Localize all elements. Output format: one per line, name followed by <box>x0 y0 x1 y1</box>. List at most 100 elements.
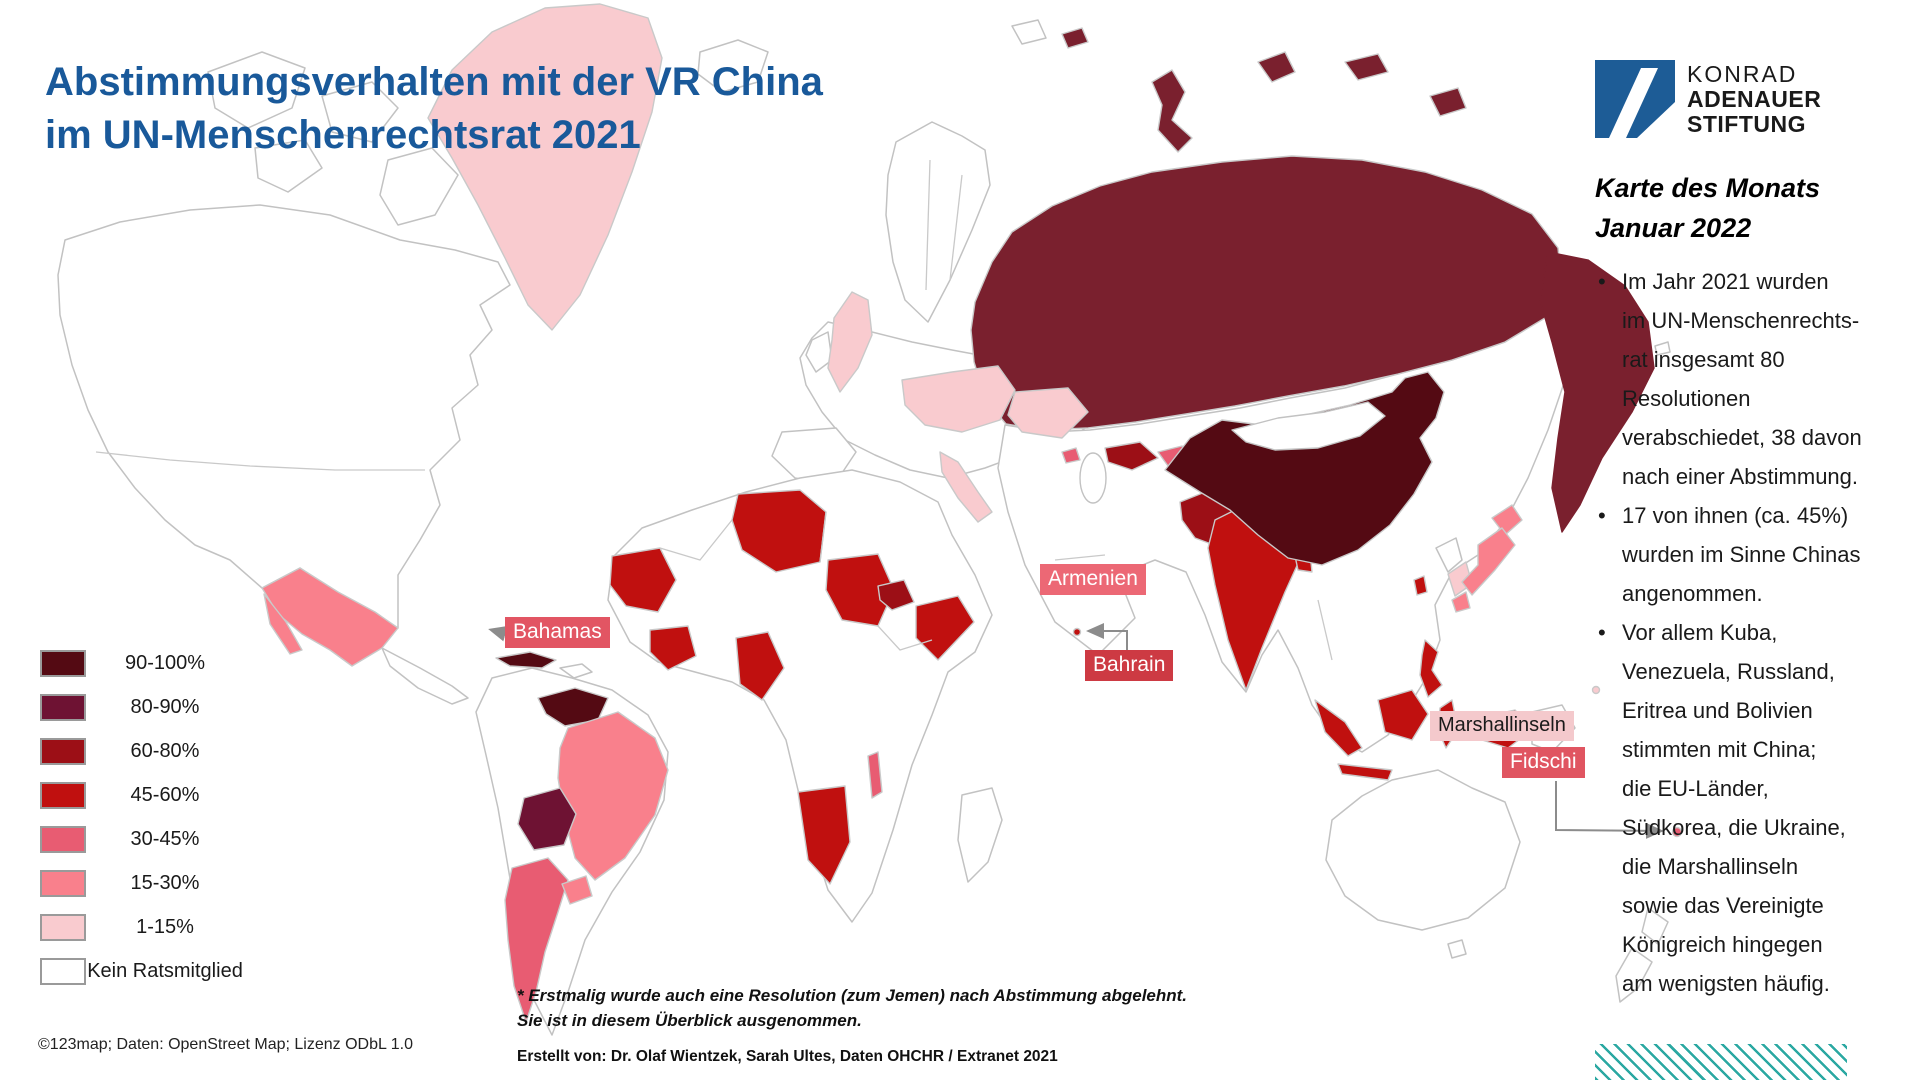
legend-swatch <box>40 957 86 985</box>
legend-label: Kein Ratsmitglied <box>87 959 243 982</box>
country-ukraine <box>1007 387 1089 439</box>
country-bahrain <box>1072 627 1082 637</box>
sidebar-heading-line-2: Januar 2022 <box>1595 213 1752 243</box>
legend-row: 90-100% <box>40 649 244 677</box>
country-armenia <box>1061 447 1081 464</box>
kas-logo-text: KONRAD ADENAUER STIFTUNG <box>1687 62 1821 137</box>
footnote-line-2: Sie ist in diesem Überblick ausgenommen. <box>517 1011 862 1030</box>
logo-line-1: KONRAD <box>1687 61 1798 87</box>
country-novaya-zemlya <box>1151 69 1193 153</box>
country-argentina <box>504 857 569 1023</box>
country-cameroon-gabon <box>735 631 785 701</box>
country-cuba <box>495 651 557 669</box>
country-arctic-canada <box>321 81 399 143</box>
legend-label: 30-45% <box>130 827 200 850</box>
map-copyright: ©123map; Daten: OpenStreet Map; Lizenz O… <box>38 1036 413 1053</box>
border-ethiopia <box>877 625 933 651</box>
kas-logo: KONRAD ADENAUER STIFTUNG <box>1595 60 1890 138</box>
page-title: Abstimmungsverhalten mit der VR China im… <box>45 56 823 162</box>
map-label-fidschi: Fidschi <box>1502 747 1585 779</box>
sidebar-bullet-item: Im Jahr 2021 wurden im UN-Menschenrechts… <box>1595 262 1880 496</box>
sidebar-heading-line-1: Karte des Monats <box>1595 173 1821 203</box>
legend-label: 60-80% <box>130 739 200 762</box>
legend-label: 15-30% <box>130 871 200 894</box>
country-japan-honshu <box>1461 527 1516 596</box>
border-sweden-finland <box>949 174 963 281</box>
country-brazil <box>557 711 669 881</box>
sidebar-bullet-list: Im Jahr 2021 wurden im UN-Menschenrechts… <box>1595 262 1880 1003</box>
country-cote-divoire <box>649 625 697 671</box>
country-tasmania <box>1447 939 1467 959</box>
country-malawi <box>867 751 883 799</box>
legend-row: 30-45% <box>40 825 244 853</box>
map-label-armenien: Armenien <box>1040 564 1146 596</box>
sidebar-bullet-text: Vor allem Kuba, Venezuela, Russland, Eri… <box>1622 620 1846 996</box>
country-borneo <box>1377 689 1429 741</box>
credit-line: Erstellt von: Dr. Olaf Wientzek, Sarah U… <box>517 1048 1058 1065</box>
country-philippines <box>1419 639 1443 698</box>
sidebar-bullet-item: 17 von ihnen (ca. 45%) wurden im Sinne C… <box>1595 496 1880 613</box>
border-norway-sweden <box>925 159 931 291</box>
legend-label: 80-90% <box>130 695 200 718</box>
legend-swatch <box>40 913 86 941</box>
country-italy <box>939 451 993 523</box>
country-arctic-canada <box>207 51 306 129</box>
country-arctic-canada <box>379 147 459 226</box>
country-uk <box>827 291 873 393</box>
bahamas-arrow <box>488 625 508 642</box>
bahrain-arrow <box>1086 623 1128 652</box>
country-franz-josef <box>1061 27 1089 49</box>
legend-row: 1-15% <box>40 913 244 941</box>
map-label-marshallinseln: Marshallinseln <box>1430 711 1574 741</box>
logo-line-3: STIFTUNG <box>1687 111 1806 137</box>
border-algeria <box>659 519 733 561</box>
footnote: * Erstmalig wurde auch eine Resolution (… <box>517 983 1187 1033</box>
country-ireland <box>805 331 833 373</box>
country-namibia <box>797 785 851 885</box>
country-north-america <box>57 204 511 629</box>
country-mongolia <box>1231 401 1386 451</box>
country-central-america <box>381 647 469 705</box>
title-line-1: Abstimmungsverhalten mit der VR China <box>45 60 823 104</box>
country-australia <box>1325 769 1521 931</box>
country-severnaya-zemlya <box>1257 51 1296 83</box>
border-arabia <box>1054 554 1106 561</box>
country-greenland <box>427 3 663 331</box>
country-somalia <box>915 595 975 661</box>
country-svalbard <box>1011 19 1047 45</box>
country-hispaniola <box>559 663 593 679</box>
country-uruguay <box>561 875 593 905</box>
title-line-2: im UN-Menschenrechtsrat 2021 <box>45 113 641 157</box>
country-new-siberian-is <box>1344 53 1389 81</box>
legend-label: 45-60% <box>130 783 200 806</box>
country-taiwan <box>1413 575 1428 596</box>
legend-row: 60-80% <box>40 737 244 765</box>
legend-swatch <box>40 869 86 897</box>
legend-swatch <box>40 649 86 677</box>
country-north-korea <box>1435 537 1463 573</box>
border-us-canada <box>95 451 425 471</box>
legend-swatch <box>40 693 86 721</box>
legend-swatch <box>40 781 86 809</box>
country-eritrea <box>877 579 915 611</box>
legend: 90-100% 80-90% 60-80% 45-60% 30-45% <box>40 649 244 1001</box>
country-mexico <box>261 567 399 667</box>
caspian-sea <box>1079 452 1107 504</box>
legend-swatch <box>40 825 86 853</box>
sidebar-bullet-item: Vor allem Kuba, Venezuela, Russland, Eri… <box>1595 613 1880 1003</box>
map-overlays <box>1079 401 1386 504</box>
country-arctic-canada <box>254 139 323 193</box>
country-bolivia <box>517 787 577 851</box>
logo-line-2: ADENAUER <box>1687 86 1822 112</box>
country-baja <box>263 593 303 655</box>
legend-row: 45-60% <box>40 781 244 809</box>
legend-row: Kein Ratsmitglied <box>40 957 244 985</box>
sidebar-bullet-text: Im Jahr 2021 wurden im UN-Menschenrechts… <box>1622 269 1862 489</box>
internal-borders <box>95 159 1333 661</box>
country-madagascar <box>957 787 1003 883</box>
map-label-bahrain: Bahrain <box>1085 650 1174 682</box>
legend-row: 80-90% <box>40 693 244 721</box>
legend-label: 1-15% <box>136 915 194 938</box>
